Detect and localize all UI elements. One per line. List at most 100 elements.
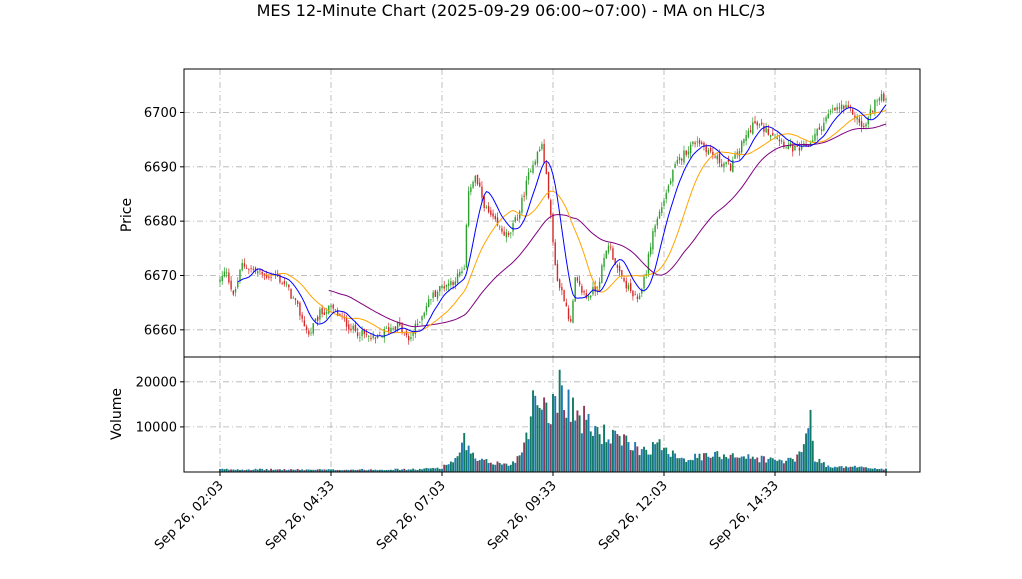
volume-bar (796, 454, 799, 472)
volume-bar (705, 453, 708, 472)
price-grid (184, 69, 920, 357)
volume-bar (798, 451, 801, 472)
volume-bar (791, 459, 794, 472)
volume-bar (569, 421, 572, 472)
volume-bar (292, 469, 295, 472)
volume-bar (716, 451, 719, 472)
volume-bar (585, 419, 588, 472)
volume-bar (421, 469, 423, 472)
candle-body (598, 281, 601, 289)
candle-body (776, 137, 778, 140)
x-tick-label: Sep 26, 02:03 (152, 478, 227, 553)
volume-bar (640, 449, 643, 472)
candle-body (827, 113, 829, 119)
candle-body (665, 192, 667, 200)
candle-body (536, 151, 539, 164)
candle-body (574, 277, 576, 302)
volume-bar (356, 469, 359, 472)
candle-body (787, 145, 790, 150)
candle-body (552, 213, 554, 243)
candle-body (476, 174, 479, 185)
candle-body (778, 139, 781, 142)
volume-bar (718, 456, 721, 472)
volume-bar (283, 469, 286, 472)
candle-body (590, 295, 592, 298)
volume-bar (372, 469, 375, 472)
candle-body (714, 156, 716, 158)
candle-body (643, 276, 645, 289)
candle-body (299, 302, 301, 316)
volume-bar (529, 416, 532, 472)
candle-body (863, 125, 865, 128)
volume-bars (219, 369, 887, 472)
candle-body (705, 146, 707, 153)
candle-body (250, 268, 252, 270)
volume-bar (680, 457, 683, 472)
volume-bar (247, 469, 250, 472)
volume-bar (683, 458, 685, 472)
candle-body (743, 139, 745, 144)
volume-bar (472, 452, 475, 472)
volume-bar (345, 469, 348, 472)
volume-bar (829, 467, 832, 472)
candle-body (452, 281, 454, 286)
candle-body (527, 172, 530, 180)
candle-body (807, 146, 809, 148)
volume-bar (669, 456, 672, 472)
candle-body (550, 200, 552, 216)
volume-bar (856, 467, 859, 472)
volume-bar (265, 468, 268, 472)
candle-body (871, 111, 874, 112)
volume-bar (678, 458, 681, 472)
candle-body (445, 284, 448, 287)
candle-body (479, 182, 481, 187)
candle-body (501, 228, 503, 232)
volume-bar (558, 369, 561, 472)
volume-plot-frame (183, 356, 921, 473)
candle-body (856, 116, 858, 120)
volume-bar (236, 469, 239, 472)
volume-bar (461, 442, 463, 472)
volume-bar (871, 468, 874, 472)
ma-fast-line (237, 104, 887, 337)
volume-bar (851, 466, 854, 472)
candle-body (581, 286, 583, 293)
candle-body (465, 224, 468, 268)
candle-body (718, 153, 721, 164)
candle-body (612, 248, 614, 260)
volume-bar (527, 439, 530, 472)
volume-bar (552, 393, 554, 472)
volume-bar (620, 445, 623, 472)
volume-bar (800, 452, 803, 472)
candle-body (512, 223, 514, 232)
candle-body (752, 122, 754, 134)
volume-bar (274, 469, 277, 472)
volume-bar (858, 466, 861, 472)
volume-bar (256, 469, 259, 472)
candle-body (223, 271, 226, 277)
volume-bar (818, 458, 821, 472)
volume-bar (438, 468, 441, 472)
candle-body (694, 142, 696, 145)
candle-body (576, 277, 579, 281)
candle-body (780, 140, 783, 142)
volume-bar (296, 468, 299, 472)
volume-y-axis: 10000 20000 (136, 375, 184, 435)
volume-bar (674, 453, 677, 472)
candle-body (332, 304, 334, 309)
volume-bar (738, 457, 741, 472)
volume-bar (483, 459, 486, 472)
volume-bar (498, 462, 501, 472)
candle-body (616, 265, 619, 268)
candle-body (243, 263, 246, 267)
candle-body (649, 247, 652, 255)
candle-body (308, 330, 310, 335)
candle-body (294, 298, 297, 301)
candle-body (820, 129, 823, 132)
volume-bar (318, 469, 321, 472)
volume-bar (230, 469, 233, 472)
volume-bar (831, 467, 834, 472)
candle-body (865, 123, 867, 127)
volume-bar (381, 469, 384, 472)
candle-body (758, 124, 761, 126)
